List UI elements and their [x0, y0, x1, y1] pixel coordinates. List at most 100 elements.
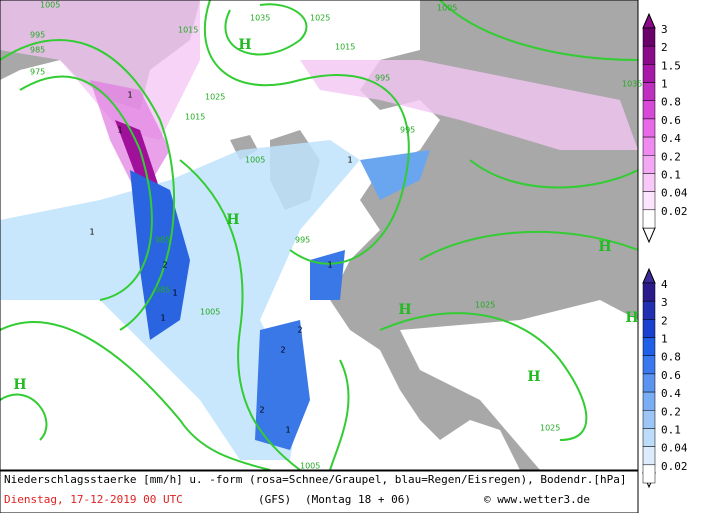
isobar [0, 321, 271, 471]
isobar-label: 995 [30, 31, 45, 40]
scale-swatch [642, 136, 656, 156]
scale-label: 0.02 [661, 205, 688, 218]
precip-label: 2 [162, 261, 167, 270]
rain-band-south [255, 320, 310, 450]
footer-forecast: (Montag 18 + 06) [305, 493, 411, 506]
precip-label: 2 [280, 346, 285, 355]
isobar-label: 1035 [250, 14, 270, 23]
isobar-label: 1015 [178, 26, 198, 35]
scale-swatch [642, 173, 656, 192]
isobar [224, 3, 308, 56]
footer-date: Dienstag, 17-12-2019 00 UTC [4, 493, 183, 506]
scale-label: 0.6 [661, 369, 681, 382]
isobar [0, 39, 176, 331]
isobar-label: 1005 [300, 462, 320, 471]
scale-swatch [642, 300, 656, 320]
scale-label: 0.8 [661, 351, 681, 364]
precip-label: 2 [259, 406, 264, 415]
high-pressure-label: H [598, 239, 611, 255]
scale-label: 0.8 [661, 96, 681, 109]
isobar-label: 995 [400, 126, 415, 135]
scale-label: 2 [661, 314, 668, 327]
isobar [419, 230, 639, 261]
isobar-label: 1015 [185, 113, 205, 122]
scale-swatch [642, 355, 656, 375]
isobar-label: 1005 [40, 1, 60, 10]
isobar-label: 985 [155, 236, 170, 245]
footer-box [0, 470, 639, 513]
scale-swatch [642, 446, 656, 466]
isobar-label: 1005 [245, 156, 265, 165]
precip-label: 1 [347, 156, 352, 165]
isobar-label: 1005 [437, 4, 457, 13]
isobar-label: 985 [155, 286, 170, 295]
isobar [19, 75, 153, 301]
map-frame [0, 0, 639, 471]
scale-swatch [642, 155, 656, 174]
scale-swatch [642, 428, 656, 447]
scale-swatch [642, 337, 656, 356]
isobar-label: 1025 [205, 93, 225, 102]
scale-label: 0.04 [661, 442, 688, 455]
scale-swatch [642, 410, 656, 429]
scale-label: 0.2 [661, 150, 681, 163]
mediterranean [400, 300, 638, 470]
high-pressure-label: H [226, 212, 239, 228]
scale-swatch [642, 27, 656, 47]
scale-swatch [642, 191, 656, 211]
isobar-label: 995 [295, 236, 310, 245]
precip-label: 1 [117, 126, 122, 135]
footer-credit: © www.wetter3.de [484, 493, 590, 506]
precip-label: 1 [327, 261, 332, 270]
isobar-label: 985 [30, 46, 45, 55]
precip-label: 1 [89, 228, 94, 237]
scale-label: 0.1 [661, 423, 681, 436]
high-pressure-label: H [398, 302, 411, 318]
scale-label: 0.02 [661, 460, 688, 473]
scale-label: 3 [661, 23, 668, 36]
isobar-label: 975 [30, 68, 45, 77]
isobar [439, 0, 639, 61]
scale-label: 0.1 [661, 168, 681, 181]
snow-north [300, 60, 638, 150]
isobar [379, 312, 588, 441]
isobar [179, 159, 301, 471]
isobar-label: 1025 [540, 424, 560, 433]
scale-label: 0.6 [661, 114, 681, 127]
isobar-label: 995 [375, 74, 390, 83]
scale-swatch [642, 209, 656, 229]
scale-label: 1 [661, 78, 668, 91]
scale-swatch [642, 319, 656, 338]
isobar-label: 1025 [475, 301, 495, 310]
precip-label: 1 [172, 289, 177, 298]
scale-swatch [642, 282, 656, 302]
high-pressure-label: H [13, 377, 26, 393]
isobar-label: 1035 [622, 80, 642, 89]
rain-band [130, 170, 190, 340]
isobar [329, 359, 350, 471]
scale-swatch [642, 118, 656, 138]
scale-label: 1.5 [661, 59, 681, 72]
precip-label: 2 [297, 326, 302, 335]
isobars [0, 0, 639, 471]
precip-label: 1 [160, 314, 165, 323]
scale-swatch [642, 391, 656, 411]
scale-label: 1 [661, 333, 668, 346]
high-pressure-label: H [238, 37, 251, 53]
scale-label: 0.4 [661, 387, 681, 400]
footer-description: Niederschlagsstaerke [mm/h] u. -form (ro… [4, 473, 627, 486]
snow-area [0, 0, 200, 140]
high-pressure-label: H [625, 310, 638, 326]
scale-swatch [642, 373, 656, 393]
map [0, 0, 639, 471]
scale-swatch [642, 464, 656, 484]
high-pressure-label: H [527, 369, 540, 385]
scale-swatch [642, 100, 656, 120]
scale-label: 0.04 [661, 187, 688, 200]
scale-swatch [642, 82, 656, 101]
isobar [469, 159, 639, 189]
isobar-label: 1005 [200, 308, 220, 317]
isobar [0, 393, 48, 441]
rain-north-sea [360, 150, 430, 200]
